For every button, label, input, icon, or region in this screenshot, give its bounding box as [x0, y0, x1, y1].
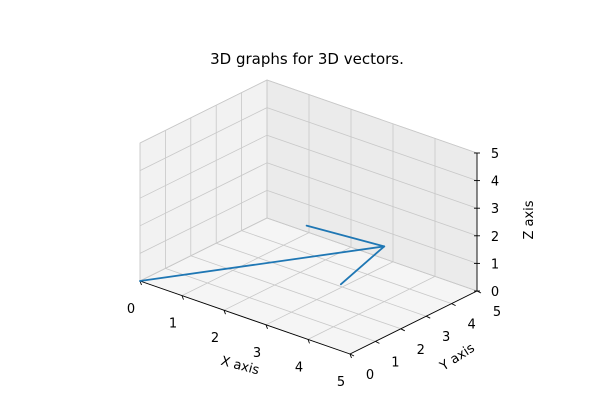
grid-line	[266, 217, 478, 292]
grid-line	[266, 190, 478, 264]
tick-marks: 0 1 2 3 4 5 0 1 2 3 4 5 0 1 2 3 4 5	[127, 147, 501, 390]
z-tick-label: 4	[491, 175, 499, 190]
z-tick-label: 5	[491, 147, 499, 162]
y-tick-label: 5	[493, 305, 501, 320]
grid-line	[307, 276, 436, 340]
grid-line	[165, 268, 376, 342]
x-tick	[349, 353, 352, 359]
y-axis-label: Y axis	[437, 341, 478, 375]
x-tick-label: 1	[169, 317, 177, 332]
grid-line	[266, 134, 478, 209]
x-axis-line	[139, 280, 351, 355]
grid-line	[139, 162, 268, 227]
vector-arrowhead	[339, 245, 386, 286]
x-tick-label: 2	[211, 331, 219, 346]
grid-line	[266, 79, 478, 154]
y-tick-label: 3	[442, 330, 450, 345]
axis-panes	[138, 79, 479, 355]
y-tick	[400, 328, 406, 332]
x-tick-label: 3	[253, 346, 261, 361]
chart-title: 3D graphs for 3D vectors.	[210, 50, 404, 68]
y-axis-line	[349, 290, 478, 355]
vector-shaft	[139, 245, 386, 282]
grid-line	[216, 242, 427, 317]
z-tick-label: 0	[491, 285, 499, 300]
x-tick	[307, 339, 310, 344]
z-tick-label: 1	[491, 257, 499, 272]
axis-lines	[139, 153, 478, 355]
grid-line	[241, 230, 452, 304]
grid-line	[139, 190, 268, 254]
grid-line	[139, 134, 268, 199]
grid-line	[181, 232, 310, 296]
y-tick	[349, 353, 355, 357]
y-tick-label: 0	[366, 368, 374, 383]
grid-line	[265, 261, 394, 326]
grid-line	[139, 217, 268, 282]
grid-line	[266, 162, 478, 237]
y-tick-label: 1	[391, 355, 399, 370]
x-tick	[181, 295, 184, 300]
x-tick-label: 0	[127, 302, 135, 317]
y-tick	[425, 315, 431, 319]
grid-line	[266, 107, 478, 181]
z-tick-label: 2	[491, 230, 499, 245]
y-tick	[451, 303, 456, 307]
y-tick	[375, 340, 380, 344]
z-tick-label: 3	[491, 202, 499, 217]
grid-line	[139, 107, 268, 171]
grid-line	[223, 246, 352, 311]
grid-line	[139, 79, 268, 144]
y-tick-label: 2	[417, 343, 425, 358]
x-tick	[265, 324, 268, 329]
z-axis-label: Z axis	[522, 200, 537, 239]
vector-arrowhead	[305, 224, 386, 248]
x-tick-label: 5	[337, 375, 345, 390]
x-tick	[223, 310, 226, 315]
y-tick-label: 4	[467, 318, 475, 333]
x-tick-label: 4	[295, 360, 303, 375]
vector-layer	[139, 224, 386, 286]
